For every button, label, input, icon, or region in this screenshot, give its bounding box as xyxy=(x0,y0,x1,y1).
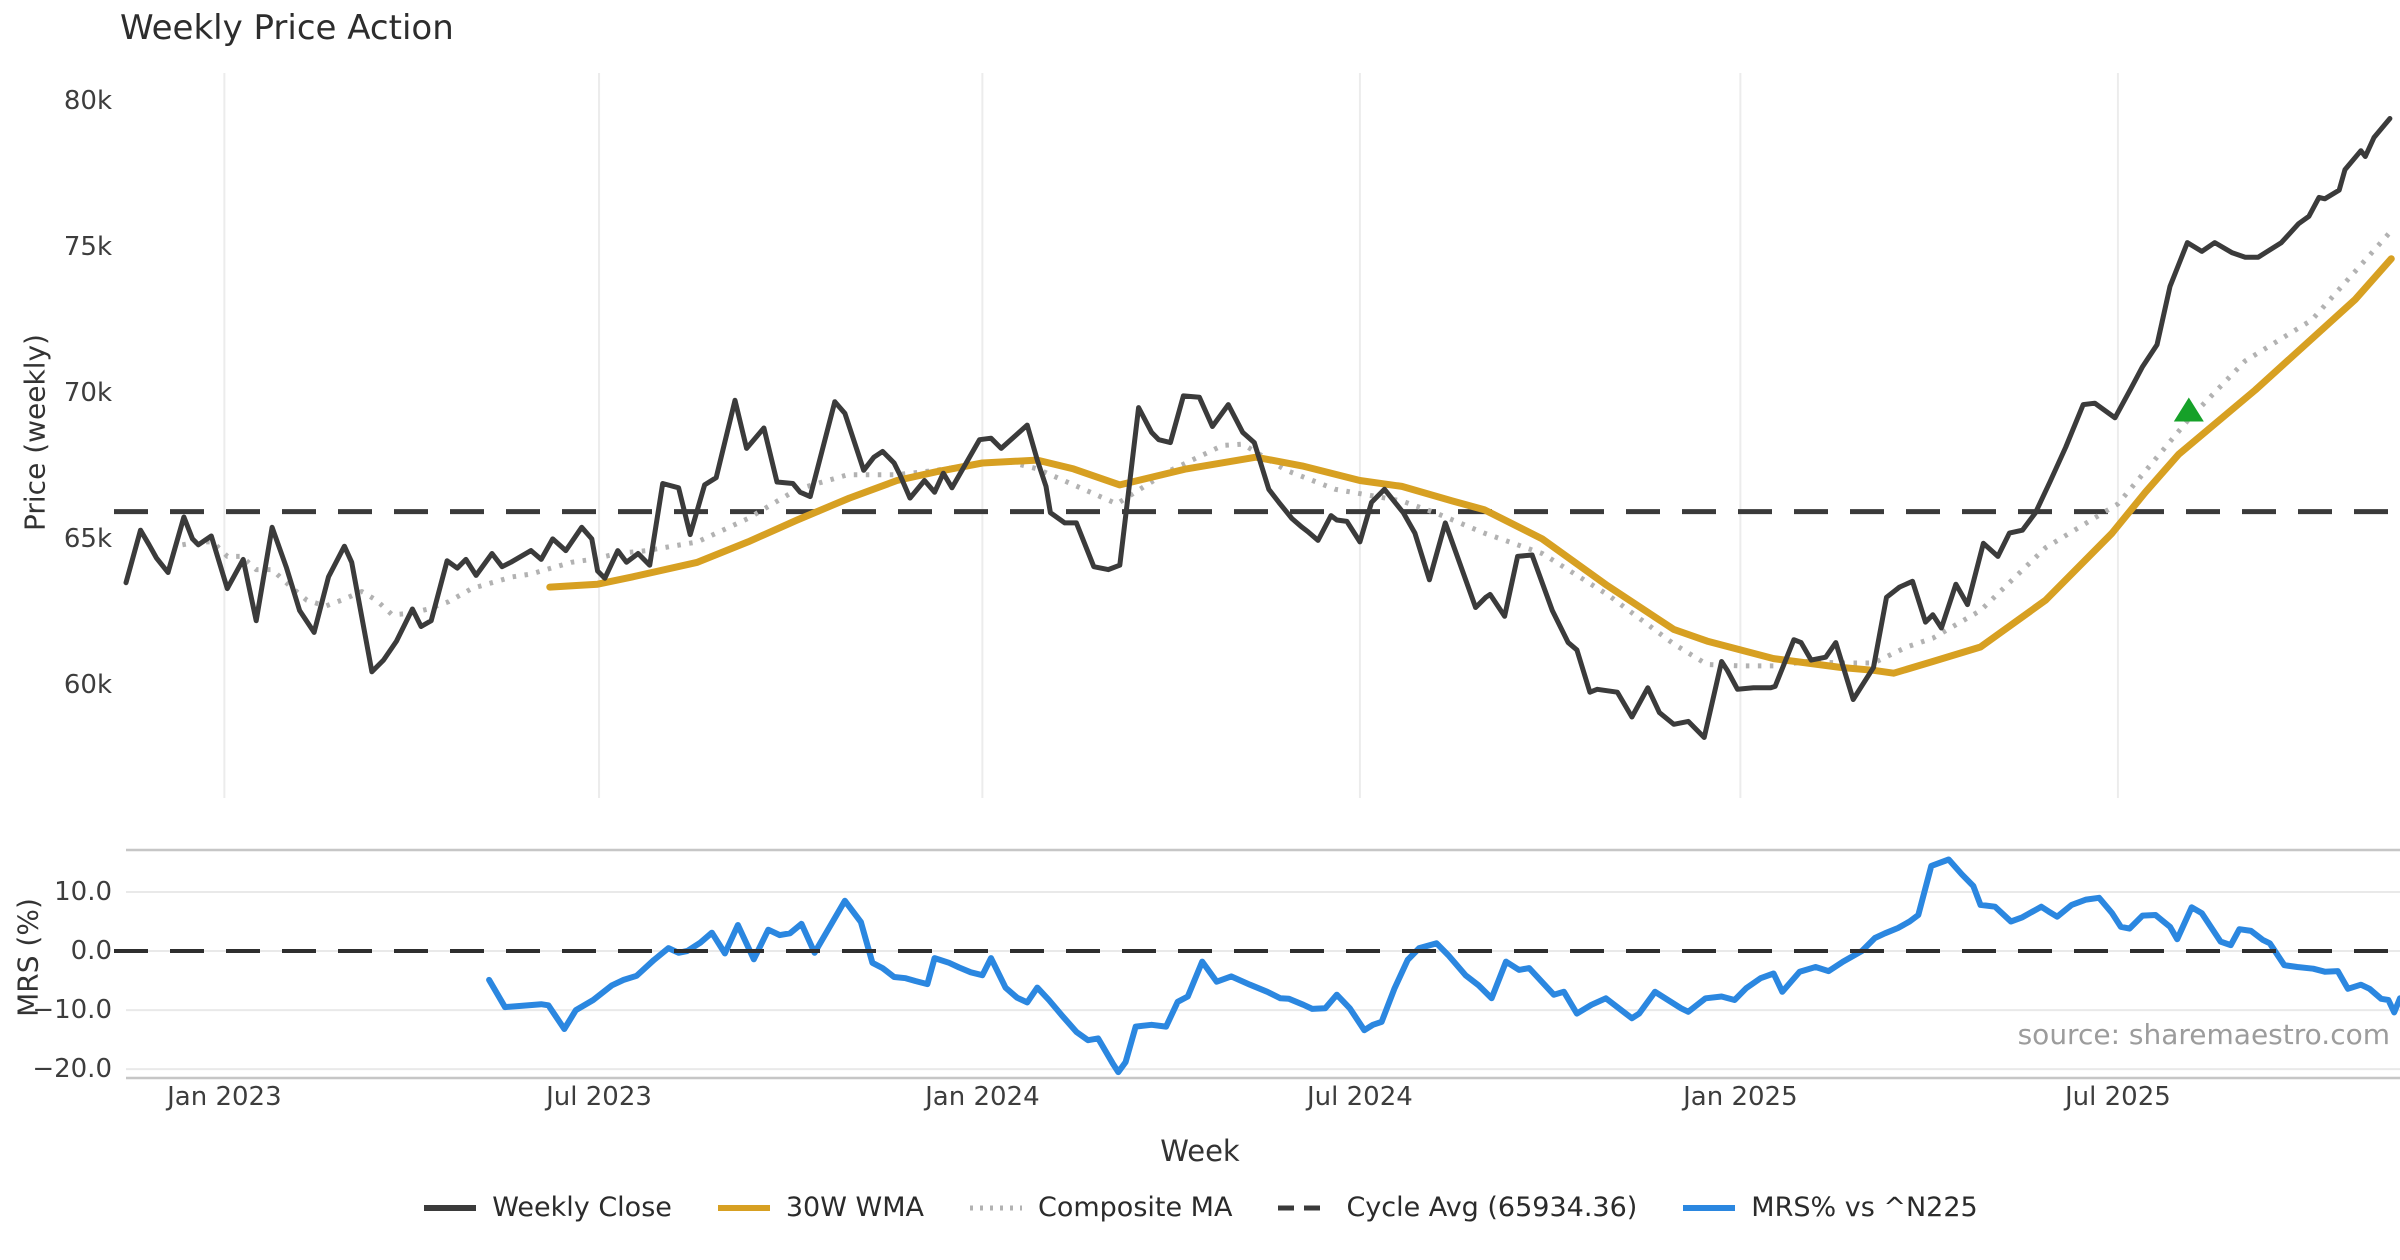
chart-legend: Weekly Close 30W WMA Composite MA Cycle Avg… xyxy=(0,1192,2400,1223)
legend-label: Cycle Avg (65934.36) xyxy=(1346,1192,1638,1223)
price-ytick-label: 75k xyxy=(63,231,112,262)
legend-label: MRS% vs ^N225 xyxy=(1751,1192,1978,1223)
x-tick-label: Jul 2024 xyxy=(1307,1082,1413,1112)
mrs-ytick-label: 0.0 xyxy=(70,936,112,966)
legend-item: MRS% vs ^N225 xyxy=(1681,1192,1978,1223)
legend-item: 30W WMA xyxy=(716,1192,924,1223)
x-tick-label: Jan 2024 xyxy=(925,1082,1040,1112)
legend-item: Composite MA xyxy=(968,1192,1232,1223)
source-watermark: source: sharemaestro.com xyxy=(2017,1018,2390,1051)
series-30w-wma xyxy=(546,255,2395,677)
x-tick-label: Jan 2025 xyxy=(1683,1082,1798,1112)
legend-swatch-solid xyxy=(717,1204,770,1211)
x-tick-label: Jan 2023 xyxy=(167,1082,282,1112)
legend-label: Composite MA xyxy=(1037,1192,1233,1223)
price-ytick-label: 60k xyxy=(63,669,112,700)
legend-item: Weekly Close xyxy=(422,1192,672,1223)
green-triangle-marker xyxy=(2173,397,2204,422)
legend-swatch-dashed xyxy=(1278,1205,1331,1210)
price-ytick-label: 80k xyxy=(63,86,112,117)
mrs-ytick-label: −20.0 xyxy=(32,1054,112,1085)
legend-label: 30W WMA xyxy=(785,1192,924,1223)
series-mrs-vs-n225 xyxy=(486,856,2400,1076)
x-axis-label: Week xyxy=(1160,1134,1240,1168)
legend-item: Cycle Avg (65934.36) xyxy=(1276,1192,1637,1223)
legend-label: Weekly Close xyxy=(492,1192,672,1223)
mrs-ytick-label: 10.0 xyxy=(54,876,112,907)
series-weekly-close xyxy=(123,116,2393,740)
legend-swatch-solid xyxy=(424,1204,477,1211)
chart-title: Weekly Price Action xyxy=(120,8,454,48)
series-composite-ma xyxy=(181,230,2392,669)
price-ytick-label: 70k xyxy=(63,377,112,408)
x-tick-label: Jul 2023 xyxy=(546,1082,652,1112)
legend-swatch-dotted xyxy=(969,1205,1022,1210)
legend-swatch-solid xyxy=(1683,1204,1736,1211)
mrs-ytick-label: −10.0 xyxy=(32,995,112,1026)
x-tick-label: Jul 2025 xyxy=(2065,1082,2171,1112)
price-ytick-label: 65k xyxy=(63,523,112,554)
